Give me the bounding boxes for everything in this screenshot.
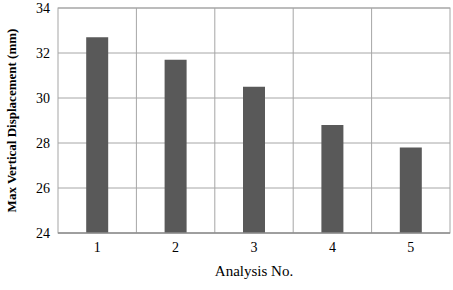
plot-area xyxy=(58,8,450,233)
bar xyxy=(165,60,187,233)
chart-container: 24262830323412345Analysis No.Max Vertica… xyxy=(0,0,453,290)
x-axis-line xyxy=(58,233,450,234)
y-tick-label: 26 xyxy=(36,181,50,196)
x-tick-label: 3 xyxy=(251,240,258,255)
bar xyxy=(321,125,343,233)
bars xyxy=(86,37,422,233)
category-grid-line xyxy=(293,8,294,233)
category-grid-line xyxy=(136,8,137,233)
plot-frame xyxy=(58,8,450,233)
bar xyxy=(243,87,265,233)
grid-line xyxy=(58,53,450,54)
chart: 24262830323412345Analysis No.Max Vertica… xyxy=(0,0,453,290)
x-axis-title: Analysis No. xyxy=(215,263,293,279)
y-tick-label: 34 xyxy=(36,1,50,16)
x-tick-label: 5 xyxy=(407,240,414,255)
category-grid-line xyxy=(214,8,215,233)
category-grid-line xyxy=(371,8,372,233)
bar xyxy=(400,148,422,234)
y-tick-label: 24 xyxy=(36,226,50,241)
y-tick-label: 32 xyxy=(36,46,50,61)
grid-line xyxy=(58,233,450,234)
x-tick-label: 4 xyxy=(329,240,336,255)
y-tick-label: 30 xyxy=(36,91,50,106)
bar xyxy=(86,37,108,233)
y-tick-label: 28 xyxy=(36,136,50,151)
x-tick-label: 2 xyxy=(172,240,179,255)
y-axis-title: Max Vertical Displacement (mm) xyxy=(4,29,19,213)
x-tick-label: 1 xyxy=(94,240,101,255)
